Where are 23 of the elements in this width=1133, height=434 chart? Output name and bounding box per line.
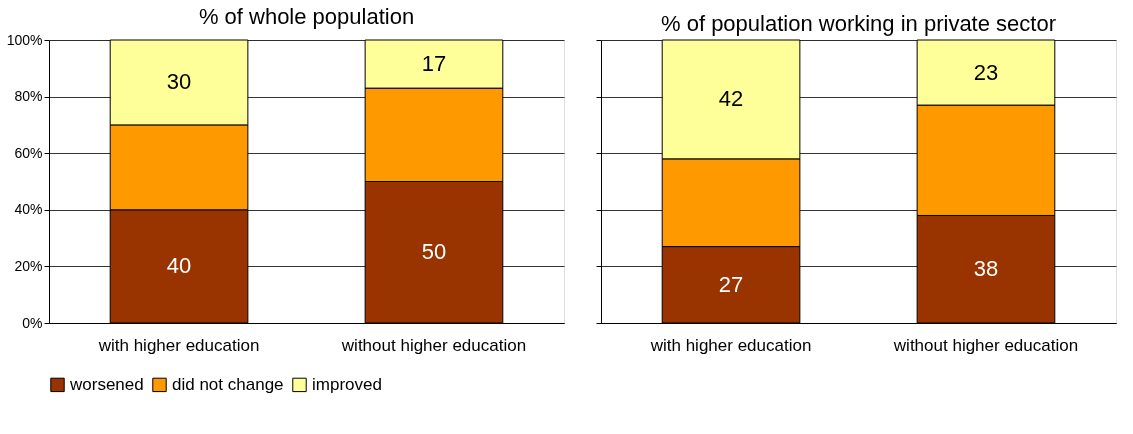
data-label: 42 (718, 86, 744, 112)
y-tick-label: 100% (6, 31, 43, 48)
chart-title: % of whole population (198, 4, 415, 29)
data-label: 17 (421, 51, 447, 77)
data-label: 30 (166, 69, 192, 95)
data-label: 50 (421, 239, 447, 265)
x-tick-label: with higher education (97, 335, 260, 355)
data-label: 27 (718, 271, 744, 297)
chart-title: % of population working in private sector (661, 10, 1056, 36)
y-tick-label: 20% (14, 257, 43, 274)
legend-label: did not change (172, 374, 284, 394)
x-tick-label: with higher education (649, 335, 812, 355)
y-tick-label: 40% (14, 201, 43, 218)
y-tick-label: 0% (22, 314, 43, 331)
y-tick-label: 80% (14, 88, 43, 105)
x-tick-label: without higher education (892, 335, 1079, 355)
x-tick-label: without higher education (340, 335, 527, 355)
data-label: 23 (973, 59, 999, 85)
data-label: 40 (166, 253, 192, 279)
data-label: 38 (973, 256, 999, 282)
legend-label: improved (312, 374, 382, 394)
y-tick-label: 60% (14, 144, 43, 161)
legend-label: worsened (69, 374, 144, 394)
